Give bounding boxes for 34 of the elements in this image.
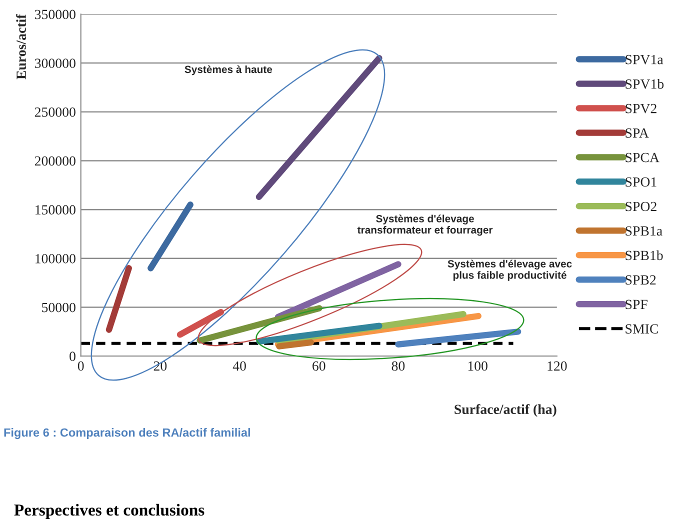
x-tick-label: 120	[548, 361, 567, 371]
legend-label: SPO1	[626, 177, 656, 187]
legend-label: SMIC	[626, 324, 658, 334]
annotation: Systèmes d'élevage avec plus faible productivité	[448, 260, 572, 281]
x-tick-label: 60	[312, 361, 326, 371]
legend-label: SPB2	[626, 275, 656, 285]
y-tick-label: 250000	[34, 107, 76, 117]
legend-label: SPF	[626, 300, 648, 310]
x-tick-label: 20	[154, 361, 167, 371]
annotation: Systèmes à haute	[184, 65, 272, 76]
legend-label: SPCA	[626, 152, 660, 162]
y-tick-label: 50000	[42, 302, 76, 312]
legend-label: SPB1b	[626, 250, 663, 260]
text: Perspectives et conclusions	[14, 504, 204, 520]
y-axis-title: Euros/actif	[16, 14, 26, 80]
y-tick-label: 0	[70, 352, 76, 362]
legend-label: SPA	[626, 128, 649, 138]
x-tick-label: 0	[78, 361, 84, 371]
legend-label: SPV1b	[626, 78, 664, 89]
y-tick-label: 350000	[34, 10, 76, 20]
legend-label: SPV1a	[626, 54, 664, 64]
x-tick-label: 40	[232, 361, 246, 371]
y-tick-label: 200000	[34, 156, 76, 166]
x-axis-title: Surface/actif (ha)	[454, 404, 556, 417]
y-tick-label: 150000	[36, 205, 76, 215]
legend-label: SPB1a	[626, 226, 662, 236]
y-tick-label: 100000	[36, 254, 76, 264]
legend-label: SPV2	[626, 104, 656, 114]
y-tick-label: 300000	[34, 58, 76, 68]
annotation: Systèmes d'élevage transformateur et fourrager	[357, 214, 493, 236]
caption: Figure 6 : Comparaison des RA/actif familial	[4, 428, 250, 440]
x-tick-label: 100	[468, 361, 488, 371]
legend-label: SPO2	[626, 202, 656, 212]
x-tick-label: 80	[392, 361, 405, 371]
